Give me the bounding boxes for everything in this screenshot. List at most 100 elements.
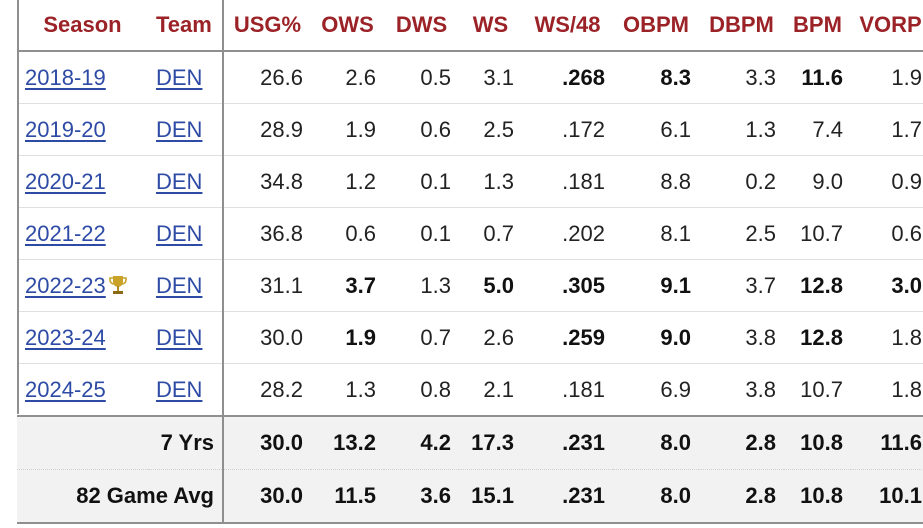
advanced-stats-table: Season Team USG% OWS DWS WS WS/48 OBPM D…	[17, 0, 923, 524]
totals-rows: 7 Yrs 30.0 13.2 4.2 17.3.231 8.0 2.8 10.8 11.6 82…	[17, 416, 923, 524]
season-link[interactable]: 2023-24	[25, 324, 106, 350]
team-link[interactable]: DEN	[156, 220, 203, 246]
total-cell-dws: 4.2	[384, 416, 459, 470]
stat-cell-ws: 0.7	[459, 207, 522, 260]
stat-cell-ws48: .305	[522, 259, 613, 312]
stat-cell-ws: 1.3	[459, 155, 522, 208]
stat-cell-ws48: .268	[522, 51, 613, 104]
stat-cell-ws: 2.1	[459, 363, 522, 417]
totals-row: 7 Yrs 30.0 13.2 4.2 17.3.231 8.0 2.8 10.8 11.6	[17, 416, 923, 470]
stat-cell-ows: 1.9	[311, 103, 384, 156]
stat-cell-vorp: 1.8	[851, 363, 923, 417]
col-header-dws[interactable]: DWS	[384, 0, 459, 52]
stat-cell-ws48: .202	[522, 207, 613, 260]
team-cell: DEN	[148, 311, 224, 364]
total-cell-vorp: 10.1	[851, 469, 923, 524]
total-cell-vorp: 11.6	[851, 416, 923, 470]
stat-cell-bpm: 11.6	[784, 51, 851, 104]
stat-cell-vorp: 1.9	[851, 51, 923, 104]
stat-cell-obpm: 8.1	[613, 207, 699, 260]
total-cell-ws48: .231	[522, 416, 613, 470]
stat-cell-dbpm: 1.3	[699, 103, 784, 156]
total-cell-dbpm: 2.8	[699, 416, 784, 470]
total-cell-obpm: 8.0	[613, 416, 699, 470]
season-cell: 2021-22	[17, 207, 148, 260]
season-rows: 2018-19 DEN 26.6 2.6 0.5 3.1.268 8.3 3.3 11.6 1.9…	[17, 51, 923, 417]
team-link[interactable]: DEN	[156, 272, 203, 298]
season-cell: 2020-21	[17, 155, 148, 208]
stat-cell-dws: 0.7	[384, 311, 459, 364]
team-link[interactable]: DEN	[156, 168, 203, 194]
season-link[interactable]: 2020-21	[25, 168, 106, 194]
stat-cell-vorp: 1.8	[851, 311, 923, 364]
col-header-vorp[interactable]: VORP	[851, 0, 923, 52]
total-cell-ws48: .231	[522, 469, 613, 524]
stat-cell-usg: 26.6	[223, 51, 311, 104]
table-row: 2024-25 DEN 28.2 1.3 0.8 2.1.181 6.9 3.8 10.7 1.8	[17, 363, 923, 417]
stat-cell-usg: 28.2	[223, 363, 311, 417]
stat-cell-dws: 1.3	[384, 259, 459, 312]
stat-cell-usg: 31.1	[223, 259, 311, 312]
stat-cell-ws: 3.1	[459, 51, 522, 104]
stat-cell-obpm: 8.8	[613, 155, 699, 208]
stat-cell-ows: 2.6	[311, 51, 384, 104]
team-link[interactable]: DEN	[156, 116, 203, 142]
stat-cell-obpm: 6.1	[613, 103, 699, 156]
team-link[interactable]: DEN	[156, 376, 203, 402]
stat-cell-vorp: 0.9	[851, 155, 923, 208]
stat-cell-ws: 2.6	[459, 311, 522, 364]
season-link[interactable]: 2022-23	[25, 272, 106, 298]
season-link[interactable]: 2019-20	[25, 116, 106, 142]
stat-cell-usg: 36.8	[223, 207, 311, 260]
col-header-ws[interactable]: WS	[459, 0, 522, 52]
stat-cell-ows: 0.6	[311, 207, 384, 260]
season-cell: 2022-23	[17, 259, 148, 312]
total-cell-ows: 13.2	[311, 416, 384, 470]
stat-cell-dws: 0.1	[384, 155, 459, 208]
stat-cell-vorp: 3.0	[851, 259, 923, 312]
total-cell-usg: 30.0	[223, 469, 311, 524]
team-link[interactable]: DEN	[156, 324, 203, 350]
stat-cell-usg: 30.0	[223, 311, 311, 364]
season-cell: 2024-25	[17, 363, 148, 417]
stat-cell-obpm: 9.0	[613, 311, 699, 364]
stat-cell-bpm: 10.7	[784, 363, 851, 417]
stat-cell-bpm: 12.8	[784, 259, 851, 312]
stat-cell-ows: 1.3	[311, 363, 384, 417]
total-cell-ws: 17.3	[459, 416, 522, 470]
total-cell-ows: 11.5	[311, 469, 384, 524]
stat-cell-ws: 2.5	[459, 103, 522, 156]
table-left-border	[17, 0, 19, 414]
total-cell-usg: 30.0	[223, 416, 311, 470]
stat-cell-dws: 0.6	[384, 103, 459, 156]
team-cell: DEN	[148, 259, 224, 312]
team-cell: DEN	[148, 51, 224, 104]
col-header-team[interactable]: Team	[148, 0, 224, 52]
stat-cell-dbpm: 2.5	[699, 207, 784, 260]
stat-cell-obpm: 8.3	[613, 51, 699, 104]
stat-cell-bpm: 10.7	[784, 207, 851, 260]
col-header-bpm[interactable]: BPM	[784, 0, 851, 52]
col-header-ows[interactable]: OWS	[311, 0, 384, 52]
col-header-season[interactable]: Season	[17, 0, 148, 52]
table-row: 2018-19 DEN 26.6 2.6 0.5 3.1.268 8.3 3.3 11.6 1.9	[17, 51, 923, 104]
stat-cell-usg: 28.9	[223, 103, 311, 156]
col-header-usg[interactable]: USG%	[223, 0, 311, 52]
table-row: 2023-24 DEN 30.0 1.9 0.7 2.6.259 9.0 3.8 12.8 1.8	[17, 311, 923, 364]
stat-cell-ows: 1.2	[311, 155, 384, 208]
team-link[interactable]: DEN	[156, 64, 203, 90]
season-link[interactable]: 2021-22	[25, 220, 106, 246]
season-link[interactable]: 2024-25	[25, 376, 106, 402]
header-row: Season Team USG% OWS DWS WS WS/48 OBPM D…	[17, 0, 923, 52]
col-header-ws48[interactable]: WS/48	[522, 0, 613, 52]
stat-cell-ows: 1.9	[311, 311, 384, 364]
stat-cell-vorp: 0.6	[851, 207, 923, 260]
stat-cell-dbpm: 3.8	[699, 363, 784, 417]
trophy-icon	[108, 275, 127, 294]
col-header-obpm[interactable]: OBPM	[613, 0, 699, 52]
col-header-dbpm[interactable]: DBPM	[699, 0, 784, 52]
team-cell: DEN	[148, 207, 224, 260]
table-row: 2020-21 DEN 34.8 1.2 0.1 1.3.181 8.8 0.2 9.0 0.9	[17, 155, 923, 208]
season-link[interactable]: 2018-19	[25, 64, 106, 90]
stat-cell-usg: 34.8	[223, 155, 311, 208]
